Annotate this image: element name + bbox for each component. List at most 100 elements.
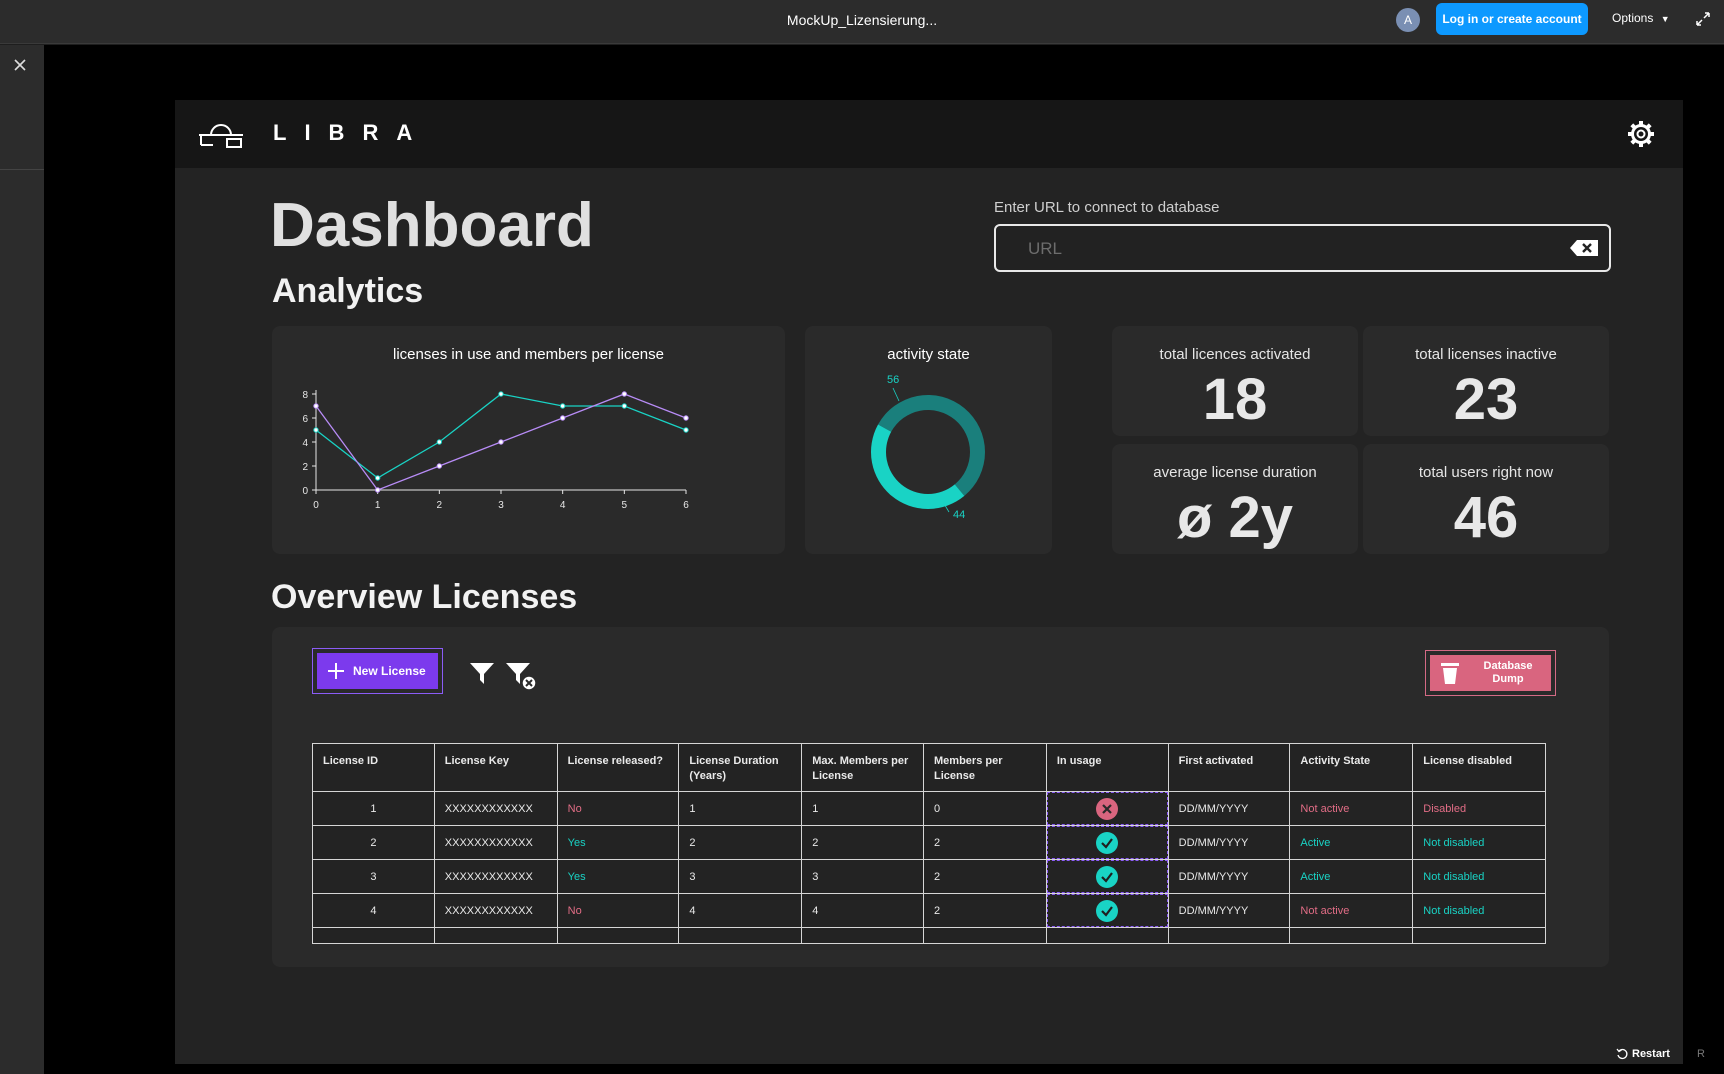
column-header[interactable]: License released? bbox=[556, 743, 680, 792]
table-row[interactable]: 3 XXXXXXXXXXXX Yes 3 3 2 DD/MM/YYYY bbox=[312, 859, 1546, 894]
license-key: XXXXXXXXXXXX bbox=[433, 893, 558, 928]
first-activated: DD/MM/YYYY bbox=[1167, 893, 1291, 928]
line-chart: 0 1 2 3 4 5 6 0 2 4 6 8 bbox=[302, 390, 689, 511]
column-header[interactable]: In usage bbox=[1045, 743, 1169, 792]
in-usage-check-icon bbox=[1096, 899, 1119, 922]
stat-value: 46 bbox=[1453, 485, 1519, 550]
app-header: LIBRA bbox=[175, 100, 1683, 168]
data-point bbox=[621, 403, 628, 409]
column-header[interactable]: License disabled bbox=[1412, 743, 1546, 792]
activity-state: Active bbox=[1289, 859, 1414, 894]
activity-state: Not active bbox=[1289, 893, 1414, 928]
data-point bbox=[621, 391, 628, 397]
license-id: 3 bbox=[312, 859, 435, 894]
trash-icon bbox=[1441, 663, 1459, 684]
license-key: XXXXXXXXXXXX bbox=[433, 791, 558, 826]
dashboard-frame: LIBRA Dashboard Analytics Enter URL to c… bbox=[175, 100, 1683, 1064]
empty-cell bbox=[678, 927, 803, 944]
members: 2 bbox=[923, 825, 1047, 860]
restart-icon[interactable] bbox=[1616, 1048, 1628, 1060]
stat-label: average license duration bbox=[1153, 464, 1317, 481]
usage-selection bbox=[1046, 826, 1168, 859]
usage-selection bbox=[1046, 792, 1168, 825]
table-header-row: License ID License Key License released?… bbox=[312, 743, 1546, 792]
column-header[interactable]: License Duration (Years) bbox=[678, 743, 803, 792]
license-duration: 3 bbox=[678, 859, 803, 894]
database-dump-selection bbox=[1425, 650, 1556, 696]
table-row[interactable]: 1 XXXXXXXXXXXX No 1 1 0 DD/MM/YYYY bbox=[312, 791, 1546, 826]
column-header[interactable]: Activity State bbox=[1289, 743, 1414, 792]
new-license-button[interactable]: New License bbox=[317, 653, 438, 689]
figma-topbar: MockUp_Lizensierung... A Log in or creat… bbox=[0, 0, 1724, 44]
column-header[interactable]: Max. Members per License bbox=[801, 743, 925, 792]
clear-filter-icon[interactable] bbox=[505, 660, 537, 692]
empty-cell bbox=[433, 927, 558, 944]
slice-label: 56 bbox=[887, 374, 899, 386]
options-menu[interactable]: Options ▼ bbox=[1612, 11, 1670, 25]
license-disabled: Not disabled bbox=[1412, 825, 1546, 860]
clear-input-icon[interactable] bbox=[1569, 239, 1599, 257]
activity-state: Not active bbox=[1289, 791, 1414, 826]
empty-cell bbox=[1167, 927, 1291, 944]
stat-label: total users right now bbox=[1418, 464, 1554, 481]
license-released: No bbox=[556, 791, 680, 826]
slice-leader-line bbox=[892, 387, 900, 402]
members: 2 bbox=[923, 893, 1047, 928]
license-key: XXXXXXXXXXXX bbox=[433, 825, 558, 860]
members: 2 bbox=[923, 859, 1047, 894]
license-duration: 2 bbox=[678, 825, 803, 860]
license-released: No bbox=[556, 893, 680, 928]
usage-selection bbox=[1046, 894, 1168, 927]
url-input[interactable] bbox=[1028, 238, 1548, 260]
data-point bbox=[374, 475, 381, 481]
restart-shortcut: R bbox=[1697, 1048, 1705, 1060]
filter-icon[interactable] bbox=[469, 660, 495, 686]
first-activated: DD/MM/YYYY bbox=[1167, 791, 1291, 826]
slice-leader-line bbox=[942, 501, 950, 513]
empty-cell bbox=[801, 927, 925, 944]
login-button[interactable]: Log in or create account bbox=[1436, 3, 1588, 35]
plus-icon bbox=[328, 663, 344, 679]
donut-chart-card: activity state 56 44 bbox=[805, 326, 1052, 554]
avatar[interactable]: A bbox=[1396, 8, 1420, 32]
donut-chart: 56 44 bbox=[871, 374, 985, 521]
table-row[interactable]: 2 XXXXXXXXXXXX Yes 2 2 2 DD/MM/YYYY bbox=[312, 825, 1546, 860]
in-usage-cell[interactable] bbox=[1045, 859, 1169, 894]
stat-card-inactive: total licenses inactive 23 bbox=[1363, 326, 1609, 436]
usage-selection bbox=[1046, 860, 1168, 893]
column-header[interactable]: License ID bbox=[312, 743, 435, 792]
chevron-down-icon: ▼ bbox=[1660, 14, 1670, 24]
licenses-table: License ID License Key License released?… bbox=[312, 743, 1546, 944]
license-disabled: Disabled bbox=[1412, 791, 1546, 826]
database-dump-button[interactable]: Database Dump bbox=[1430, 655, 1551, 691]
new-license-selection bbox=[312, 648, 443, 694]
x-tick-label: 2 bbox=[437, 500, 443, 511]
expand-icon[interactable] bbox=[1694, 10, 1712, 28]
empty-cell bbox=[1289, 927, 1414, 944]
in-usage-cell[interactable] bbox=[1045, 893, 1169, 928]
max-members: 2 bbox=[801, 825, 925, 860]
gear-icon[interactable] bbox=[1627, 120, 1655, 148]
table-row[interactable]: 4 XXXXXXXXXXXX No 4 4 2 DD/MM/YYYY bbox=[312, 893, 1546, 928]
database-dump-label: Database Dump bbox=[1483, 660, 1533, 685]
close-icon[interactable] bbox=[12, 57, 28, 73]
stat-value: 18 bbox=[1202, 367, 1268, 432]
in-usage-cell[interactable] bbox=[1045, 825, 1169, 860]
restart-button[interactable]: Restart bbox=[1632, 1048, 1670, 1060]
x-tick-label: 4 bbox=[560, 500, 566, 511]
donut-slice bbox=[878, 394, 985, 496]
stat-label: total licenses inactive bbox=[1415, 346, 1557, 363]
column-header[interactable]: First activated bbox=[1167, 743, 1291, 792]
data-point bbox=[313, 403, 319, 409]
column-header[interactable]: License Key bbox=[433, 743, 558, 792]
data-point bbox=[374, 487, 381, 493]
license-id: 4 bbox=[312, 893, 435, 928]
prototype-canvas: LIBRA Dashboard Analytics Enter URL to c… bbox=[44, 45, 1724, 1074]
url-label: Enter URL to connect to database bbox=[994, 199, 1220, 216]
in-usage-cell[interactable] bbox=[1045, 791, 1169, 826]
column-header[interactable]: Members per License bbox=[923, 743, 1047, 792]
analytics-heading: Analytics bbox=[272, 272, 424, 310]
license-released: Yes bbox=[556, 859, 680, 894]
data-point bbox=[498, 439, 504, 445]
empty-cell bbox=[923, 927, 1047, 944]
